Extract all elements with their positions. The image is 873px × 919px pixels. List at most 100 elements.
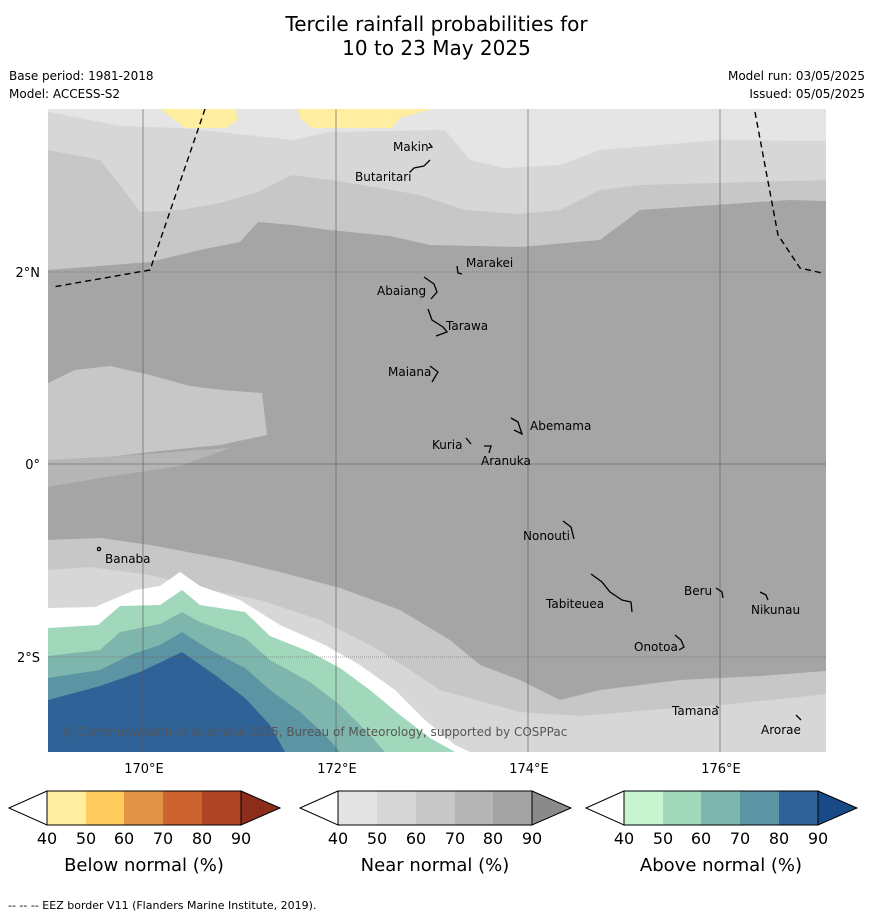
above-normal-tick-40: 40 <box>614 829 634 848</box>
island-outlines <box>96 142 802 721</box>
above-normal-swatch-70 <box>740 791 779 825</box>
model-name: Model: ACCESS-S2 <box>9 87 121 101</box>
title-line-2: 10 to 23 May 2025 <box>342 36 531 60</box>
legend-below-normal: 40 50 60 70 80 90 Below normal (%) <box>7 790 282 876</box>
above-normal-over-triangle <box>817 790 859 826</box>
island-label-aranuka: Aranuka <box>481 454 531 468</box>
lat-tick-0: 0° <box>25 458 40 473</box>
below-normal-ticks: 40 50 60 70 80 90 <box>37 829 251 848</box>
near-normal-tick-60: 60 <box>406 829 426 848</box>
above-normal-frame <box>623 790 819 826</box>
tabiteuea-shape <box>590 573 633 613</box>
above-normal-tick-90: 90 <box>808 829 828 848</box>
island-label-banaba: Banaba <box>105 552 151 566</box>
near-normal-label: Near normal (%) <box>361 855 510 876</box>
abemama-shape <box>510 417 524 436</box>
lat-tick-2s: 2°S <box>17 651 40 666</box>
lon-tick-170e: 170°E <box>124 762 164 777</box>
meta-left: Base period: 1981-2018 Model: ACCESS-S2 <box>9 67 154 103</box>
eez-border-west <box>52 109 206 288</box>
tarawa-shape <box>427 308 449 337</box>
near-normal-tick-90: 90 <box>522 829 542 848</box>
near-normal-swatch-80 <box>493 791 532 825</box>
below-normal-tick-90: 90 <box>231 829 251 848</box>
beru-shape <box>715 587 724 599</box>
eez-border-east <box>754 111 823 274</box>
near-normal-60-strip <box>48 448 230 487</box>
above-normal-70-band <box>48 652 285 752</box>
below-normal-tick-40: 40 <box>37 829 57 848</box>
above-normal-tick-70: 70 <box>730 829 750 848</box>
island-label-arorae: Arorae <box>761 723 801 737</box>
above-normal-under-triangle <box>584 790 625 826</box>
onotoa-shape <box>674 634 685 651</box>
below-normal-swatch-80 <box>202 791 241 825</box>
lat-tick-2n: 2°N <box>16 266 41 281</box>
arorae-shape <box>795 714 802 721</box>
near-normal-tick-40: 40 <box>328 829 348 848</box>
island-label-maiana: Maiana <box>388 365 431 379</box>
island-label-makin: Makin <box>393 140 429 154</box>
aranuka-shape <box>484 445 492 454</box>
island-label-marakei: Marakei <box>466 256 513 270</box>
nikunau-shape <box>759 591 769 601</box>
marakei-shape <box>456 265 463 275</box>
above-normal-swatch-40 <box>624 791 663 825</box>
below-normal-tick-80: 80 <box>192 829 212 848</box>
island-label-butaritari: Butaritari <box>355 170 412 184</box>
near-normal-swatch-60 <box>416 791 455 825</box>
abaiang-shape <box>423 276 438 300</box>
above-normal-tick-60: 60 <box>691 829 711 848</box>
near-normal-frame <box>337 790 533 826</box>
lon-tick-174e: 174°E <box>509 762 549 777</box>
island-label-tabiteuea: Tabiteuea <box>545 597 604 611</box>
near-normal-40-band-north <box>48 109 826 168</box>
axis-labels: 170°E 172°E 174°E 176°E 2°N 0° 2°S <box>16 266 741 777</box>
issued-date: Issued: 05/05/2025 <box>749 87 865 101</box>
eez-border <box>52 109 823 288</box>
island-label-tamana: Tamana <box>671 704 719 718</box>
model-run: Model run: 03/05/2025 <box>727 69 865 83</box>
meta-right: Model run: 03/05/2025 Issued: 05/05/2025 <box>728 67 865 103</box>
base-period: Base period: 1981-2018 <box>9 69 154 83</box>
below-normal-swatch-70 <box>163 791 202 825</box>
copyright-notice: © Commonwealth of Australia 2025, Bureau… <box>62 725 567 739</box>
island-label-abaiang: Abaiang <box>377 284 426 298</box>
below-normal-frame <box>46 790 242 826</box>
lon-tick-172e: 172°E <box>317 762 357 777</box>
near-normal-tick-70: 70 <box>445 829 465 848</box>
title-line-1: Tercile rainfall probabilities for <box>285 12 588 36</box>
island-labels: Makin Butaritari Marakei Abaiang Tarawa … <box>105 140 801 737</box>
island-label-beru: Beru <box>684 584 712 598</box>
map-title: Tercile rainfall probabilities for 10 to… <box>0 12 873 60</box>
nonouti-shape <box>562 520 575 540</box>
banaba-shape <box>96 546 102 552</box>
island-label-abemama: Abemama <box>530 419 591 433</box>
below-normal-over-triangle <box>240 790 282 826</box>
below-normal-40-patch-2 <box>298 109 432 128</box>
above-normal-ticks: 40 50 60 70 80 90 <box>614 829 828 848</box>
below-normal-swatch-40 <box>47 791 86 825</box>
tamana-shape <box>715 705 720 709</box>
near-normal-ticks: 40 50 60 70 80 90 <box>328 829 542 848</box>
near-normal-under-triangle <box>298 790 339 826</box>
island-label-onotoa: Onotoa <box>634 640 678 654</box>
lon-tick-176e: 176°E <box>701 762 741 777</box>
above-normal-swatch-60 <box>701 791 740 825</box>
near-normal-swatch-50 <box>377 791 416 825</box>
legend-near-normal: 40 50 60 70 80 90 Near normal (%) <box>298 790 573 876</box>
near-normal-swatch-40 <box>338 791 377 825</box>
below-normal-tick-70: 70 <box>153 829 173 848</box>
above-normal-swatch-80 <box>779 791 818 825</box>
above-normal-tick-80: 80 <box>769 829 789 848</box>
kuria-shape <box>465 437 472 445</box>
near-normal-swatch-70 <box>455 791 493 825</box>
eez-footnote: -- -- -- EEZ border V11 (Flanders Marine… <box>8 899 317 912</box>
above-normal-swatch-50 <box>663 791 701 825</box>
island-label-nikunau: Nikunau <box>751 603 800 617</box>
island-label-tarawa: Tarawa <box>445 319 488 333</box>
near-normal-tick-50: 50 <box>367 829 387 848</box>
probability-map: Makin Butaritari Marakei Abaiang Tarawa … <box>48 109 826 752</box>
above-normal-tick-50: 50 <box>653 829 673 848</box>
